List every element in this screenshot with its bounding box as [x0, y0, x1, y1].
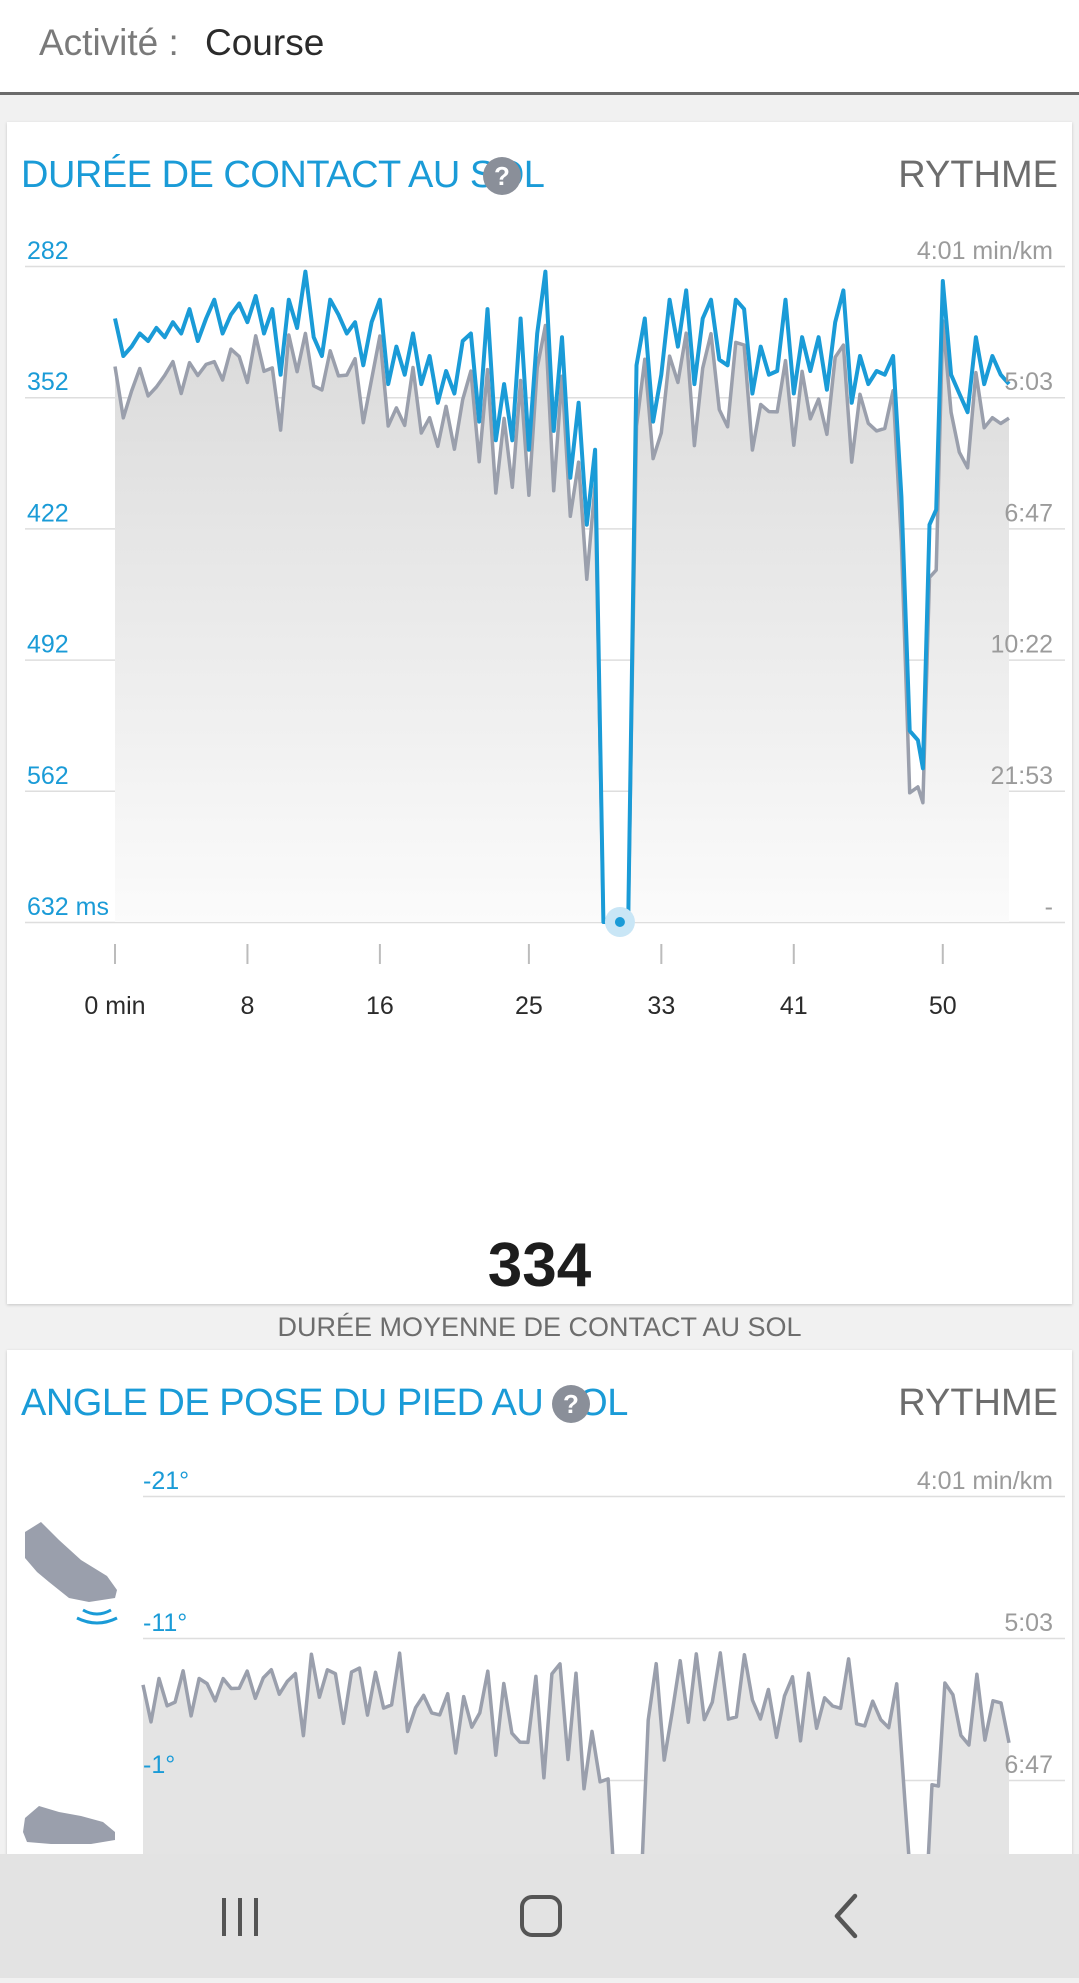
shoe-flat-icon: [23, 1806, 115, 1844]
y-axis-right: 4:01 min/km 5:03 6:47: [917, 1467, 1053, 1779]
y-tick-label-left: -21°: [143, 1467, 189, 1495]
pace-toggle-label[interactable]: RYTHME: [898, 154, 1058, 196]
y-axis-left: -21° -11° -1°: [143, 1467, 189, 1779]
y-axis-right: 4:01 min/km 5:03 6:47 10:22 21:53 -: [917, 237, 1053, 921]
y-tick-label-right: -: [1045, 893, 1053, 921]
x-tick-label: 33: [647, 992, 675, 1020]
y-tick-label-right: 10:22: [990, 631, 1053, 659]
y-tick-label-right: 6:47: [1004, 499, 1053, 527]
y-axis-left: 282 352 422 492 562 632 ms: [27, 237, 109, 921]
y-tick-label-left: 562: [27, 762, 69, 790]
angle-area: [143, 1652, 1009, 1910]
x-axis: 0 min 8 16 25 33 41 50: [84, 944, 957, 1020]
foot-strike-chart[interactable]: -21° -11° -1° 4:01 min/km 5:03 6:47: [7, 1350, 1072, 1910]
y-tick-label-right: 5:03: [1004, 1609, 1053, 1637]
recent-apps-button[interactable]: [170, 1854, 310, 1978]
x-tick-label: 25: [515, 992, 543, 1020]
help-icon[interactable]: ?: [483, 157, 521, 195]
ground-contact-title: DURÉE DE CONTACT AU SOL: [21, 154, 545, 196]
pace-area: [115, 320, 1009, 922]
x-tick-label: 8: [240, 992, 254, 1020]
pace-toggle-label[interactable]: RYTHME: [898, 1382, 1058, 1424]
y-tick-label-right: 6:47: [1004, 1751, 1053, 1779]
back-button[interactable]: [775, 1854, 915, 1978]
ground-contact-card: DURÉE DE CONTACT AU SOL ? RYTHME 282 352 4…: [7, 122, 1072, 1342]
angle-line: [141, 1651, 1011, 1910]
average-contact-label: DURÉE MOYENNE DE CONTACT AU SOL: [277, 1312, 802, 1342]
activity-value[interactable]: Course: [205, 22, 325, 63]
help-icon[interactable]: ?: [552, 1385, 590, 1423]
y-tick-label-left: 632 ms: [27, 893, 109, 921]
ground-contact-chart[interactable]: 282 352 422 492 562 632 ms 4:01 min/km 5:03 6:4…: [7, 122, 1072, 1182]
system-nav-bar: [0, 1854, 1079, 1978]
back-icon: [834, 1893, 858, 1939]
y-tick-label-left: -1°: [143, 1751, 175, 1779]
scrub-handle[interactable]: [604, 907, 635, 937]
y-tick-label-left: 422: [27, 499, 69, 527]
home-icon: [520, 1895, 562, 1937]
home-button[interactable]: [470, 1854, 610, 1978]
foot-strike-title: ANGLE DE POSE DU PIED AU SOL: [21, 1382, 628, 1424]
x-tick-label: 16: [366, 992, 394, 1020]
average-contact-value: 334: [487, 1231, 592, 1300]
y-tick-label-right: 5:03: [1004, 368, 1053, 396]
shoe-heel-strike-icon: [25, 1522, 118, 1625]
foot-strike-card: ANGLE DE POSE DU PIED AU SOL ? RYTHME -2…: [7, 1350, 1072, 1910]
y-tick-label-right: 21:53: [990, 762, 1053, 790]
x-tick-label: 50: [929, 992, 957, 1020]
contact-time-line: [113, 269, 1011, 924]
recent-apps-icon: [222, 1898, 258, 1936]
x-tick-label: 41: [780, 992, 808, 1020]
y-tick-label-left: 352: [27, 368, 69, 396]
pace-line: [113, 319, 1010, 924]
activity-label: Activité :: [39, 22, 179, 63]
y-tick-label-right: 4:01 min/km: [917, 237, 1053, 265]
y-tick-label-left: 282: [27, 237, 69, 265]
activity-header[interactable]: Activité : Course: [0, 0, 1079, 95]
y-tick-label-right: 4:01 min/km: [917, 1467, 1053, 1495]
y-tick-label-left: 492: [27, 631, 69, 659]
y-tick-label-left: -11°: [143, 1609, 187, 1637]
x-tick-label: 0 min: [84, 992, 145, 1020]
